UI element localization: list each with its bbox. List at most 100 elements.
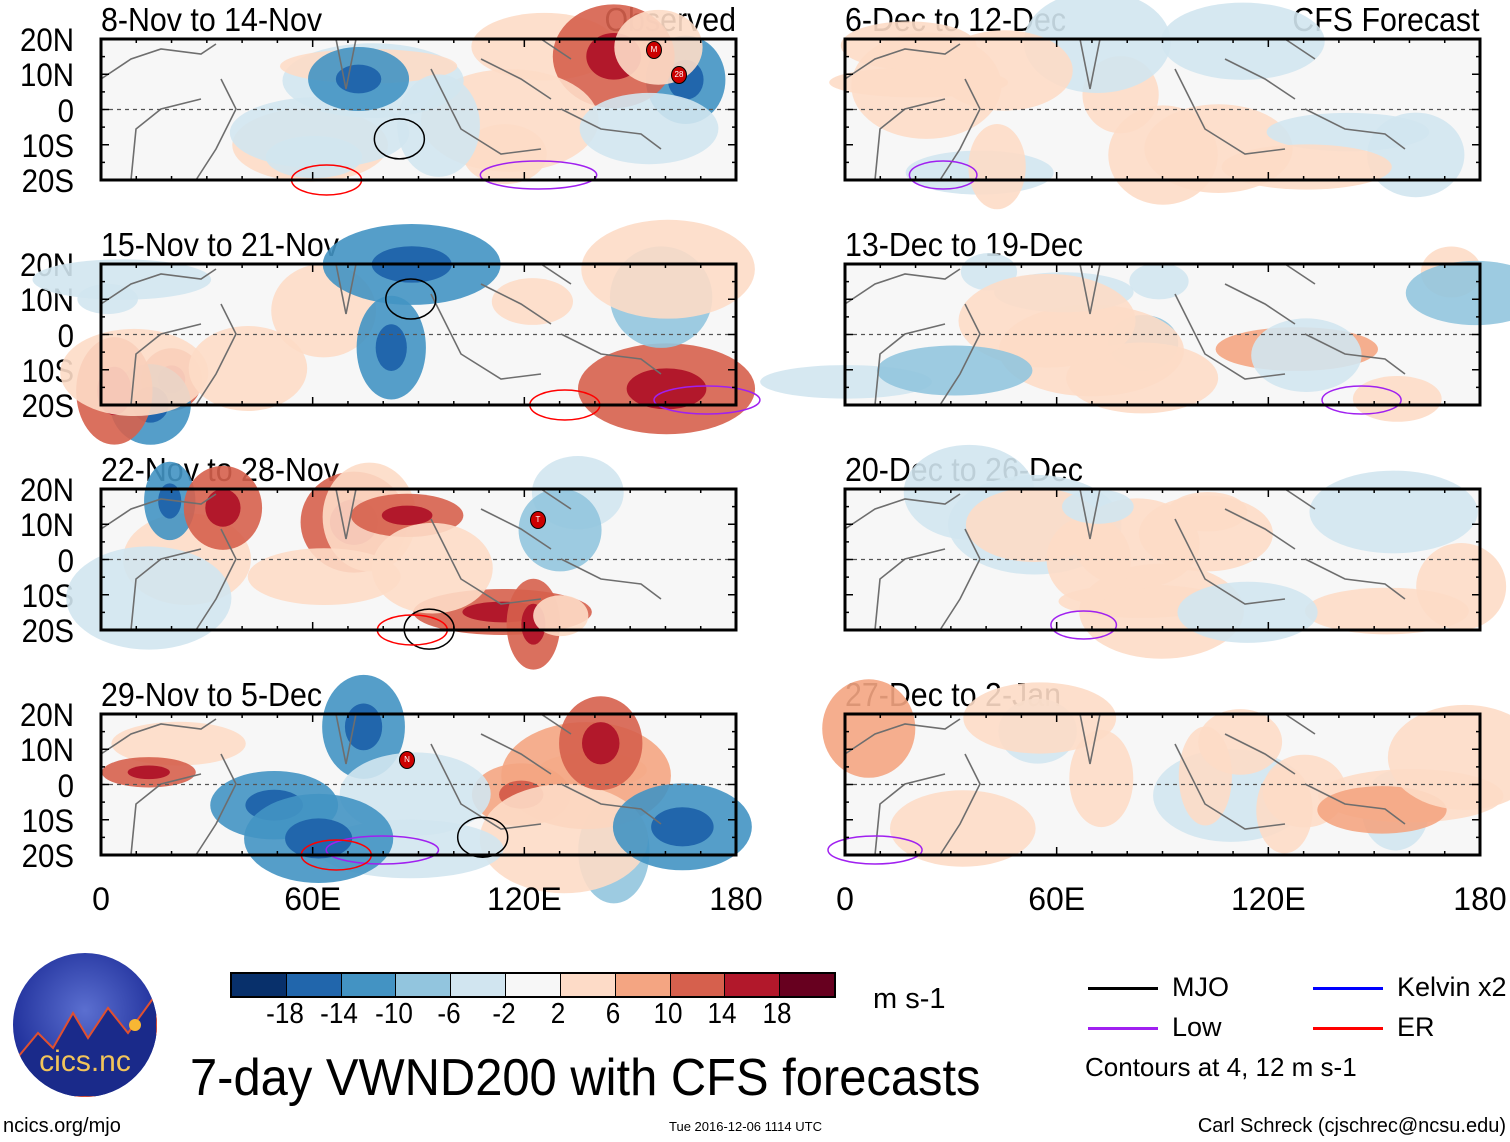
- low-contour: [908, 160, 978, 190]
- longitude-label: 120E: [1230, 881, 1306, 917]
- coastlines: [844, 38, 1406, 181]
- anomaly-region: [491, 278, 573, 325]
- figure-title: 7-day VWND200 with CFS forecasts: [190, 1049, 981, 1107]
- anomaly-region: [66, 546, 232, 650]
- latitude-label: 0: [57, 542, 74, 579]
- coastlines: [100, 38, 662, 181]
- latitude-label: 10N: [19, 57, 74, 94]
- anomaly-region: [1129, 263, 1189, 300]
- latitude-label: 10S: [21, 127, 74, 164]
- latitude-label: 0: [57, 767, 74, 804]
- latitude-label: 20S: [21, 388, 74, 424]
- anomaly-region: [822, 679, 916, 778]
- anomaly-region: [518, 488, 602, 572]
- colorbar-tick-label: -2: [491, 998, 516, 1030]
- low-contour: [1050, 610, 1118, 640]
- colorbar-swatch: [451, 974, 507, 996]
- legend-label: Low: [1172, 1012, 1222, 1042]
- coastlines: [100, 488, 662, 631]
- anomaly-core: [205, 488, 241, 527]
- anomaly-region: [889, 790, 1036, 867]
- colorbar-swatch: [232, 974, 287, 996]
- anomaly-region: [1304, 587, 1469, 635]
- anomaly-region: [1221, 144, 1392, 190]
- anomaly-region: [111, 721, 246, 766]
- anomaly-region: [188, 326, 308, 412]
- anomaly-core: [381, 505, 433, 526]
- colorbar-tick-label: 6: [605, 998, 621, 1030]
- anomaly-region: [397, 74, 480, 177]
- panel-title: 8-Nov to 14-Nov: [101, 1, 323, 38]
- anomaly-core: [651, 807, 714, 847]
- map-panel: [760, 246, 1510, 422]
- storm-marker-icon: 28: [671, 66, 687, 84]
- anomaly-region: [958, 273, 1136, 368]
- low-contour: [653, 385, 761, 415]
- footer-author: Carl Schreck (cjschrec@ncsu.edu): [1197, 1115, 1506, 1137]
- anomaly-core: [158, 483, 182, 519]
- latitude-label: 20S: [21, 613, 74, 649]
- low-contour: [325, 835, 440, 865]
- logo-mountains-icon: [13, 991, 157, 1097]
- legend-label: MJO: [1172, 972, 1229, 1002]
- colorbar-swatch: [780, 974, 834, 996]
- panel-title: 13-Dec to 19-Dec: [845, 226, 1083, 263]
- anomaly-core: [375, 324, 407, 371]
- latitude-label: 10N: [19, 732, 74, 769]
- anomaly-region: [1168, 492, 1248, 532]
- colorbar-swatch: [341, 974, 397, 996]
- footer-url[interactable]: ncics.org/mjo: [3, 1115, 121, 1137]
- colorbar-tick-label: 14: [707, 998, 737, 1030]
- anomaly-core: [285, 818, 353, 859]
- colorbar-tick-label: -10: [375, 998, 413, 1030]
- anomaly-region: [1317, 786, 1447, 834]
- map-panel: [843, 444, 1507, 659]
- anomaly-region: [935, 30, 1073, 111]
- coastlines: [844, 713, 1406, 856]
- panel-title: 15-Nov to 21-Nov: [101, 226, 339, 263]
- longitude-label: 0: [836, 881, 854, 917]
- colorbar-swatch: [670, 974, 726, 996]
- colorbar-tick-label: -14: [320, 998, 359, 1030]
- storm-marker-icon: N: [399, 751, 415, 769]
- low-contour: [827, 835, 923, 865]
- latitude-label: 20S: [21, 163, 74, 199]
- coastlines: [844, 263, 1406, 406]
- colorbar-swatch: [396, 974, 452, 996]
- anomaly-region: [1161, 2, 1325, 80]
- map-panel: [822, 679, 1510, 867]
- anomaly-region: [371, 522, 493, 614]
- legend-line-mjo: [1088, 987, 1158, 990]
- anomaly-region: [968, 124, 1026, 210]
- anomaly-region: [1256, 766, 1313, 854]
- logo-text: cics.nc: [39, 1045, 131, 1078]
- map-panel: [66, 456, 738, 670]
- anomaly-region: [229, 97, 410, 169]
- anomaly-region: [1266, 112, 1430, 152]
- latitude-label: 20N: [19, 22, 74, 58]
- colorbar-swatch: [725, 974, 781, 996]
- legend-line-er: [1313, 1027, 1383, 1030]
- storm-marker-icon: M: [646, 41, 662, 59]
- colorbar-tick-label: -18: [265, 998, 304, 1030]
- longitude-label: 180: [709, 881, 763, 917]
- anomaly-region: [1309, 470, 1478, 554]
- anomaly-region: [581, 219, 755, 319]
- latitude-label: 10N: [19, 507, 74, 544]
- coastlines: [100, 263, 662, 406]
- colorbar-swatch: [560, 974, 616, 996]
- longitude-label: 0: [92, 881, 110, 917]
- legend-line-low: [1088, 1027, 1158, 1030]
- anomaly-region: [579, 92, 719, 165]
- latitude-label: 0: [57, 317, 74, 354]
- map-panel: [99, 4, 738, 196]
- units-label: m s-1: [873, 983, 946, 1015]
- anomaly-region: [1251, 318, 1362, 392]
- legend-label: ER: [1397, 1012, 1435, 1042]
- anomaly-region: [876, 345, 1033, 396]
- map-panel: [32, 219, 761, 445]
- anomaly-region: [1405, 260, 1510, 326]
- longitude-label: 60E: [1028, 881, 1086, 917]
- colorbar-tick-label: 10: [653, 998, 683, 1030]
- longitude-label: 120E: [486, 881, 562, 917]
